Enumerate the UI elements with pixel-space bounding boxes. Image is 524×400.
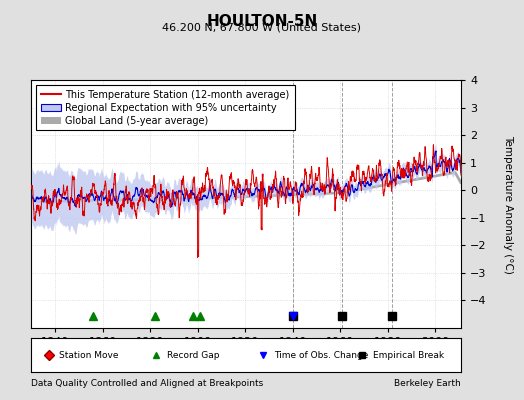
Text: HOULTON-5N: HOULTON-5N <box>206 14 318 29</box>
Text: Empirical Break: Empirical Break <box>373 350 444 360</box>
Text: Station Move: Station Move <box>59 350 119 360</box>
Text: Record Gap: Record Gap <box>167 350 219 360</box>
Text: Berkeley Earth: Berkeley Earth <box>395 379 461 388</box>
Text: Time of Obs. Change: Time of Obs. Change <box>274 350 368 360</box>
Text: 46.200 N, 67.800 W (United States): 46.200 N, 67.800 W (United States) <box>162 22 362 32</box>
Legend: This Temperature Station (12-month average), Regional Expectation with 95% uncer: This Temperature Station (12-month avera… <box>36 85 294 130</box>
Y-axis label: Temperature Anomaly (°C): Temperature Anomaly (°C) <box>504 134 514 274</box>
Text: Data Quality Controlled and Aligned at Breakpoints: Data Quality Controlled and Aligned at B… <box>31 379 264 388</box>
